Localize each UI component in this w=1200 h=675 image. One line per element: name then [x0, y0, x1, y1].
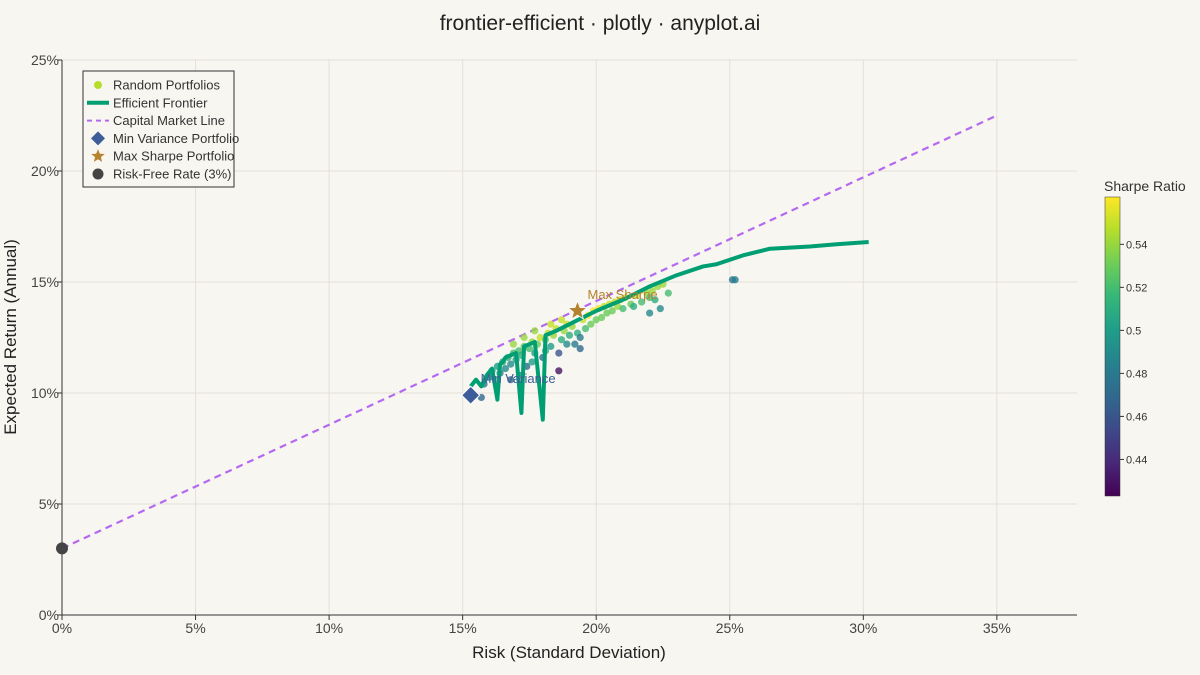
capital-market-line: [61, 114, 998, 550]
y-tick-label: 0%: [39, 607, 59, 623]
x-tick-label: 25%: [716, 620, 744, 636]
random-portfolio-point: [731, 276, 739, 284]
x-tick-label: 30%: [849, 620, 877, 636]
x-tick-label: 0%: [52, 620, 72, 636]
axes: [61, 60, 1077, 616]
y-tick-label: 15%: [31, 274, 59, 290]
legend-label: Random Portfolios: [113, 78, 220, 93]
legend-label: Risk-Free Rate (3%): [113, 167, 231, 182]
y-tick-label: 20%: [31, 163, 59, 179]
random-portfolio-point: [557, 316, 566, 324]
x-tick-label: 20%: [582, 620, 610, 636]
random-portfolio-point: [630, 302, 638, 311]
efficient-frontier-line: [469, 240, 869, 422]
legend: Random Portfolios Efficient Frontier Capit…: [82, 70, 239, 188]
colorbar-gradient: [1104, 196, 1121, 497]
random-portfolio-point: [581, 325, 590, 333]
legend-label: Capital Market Line: [113, 113, 225, 128]
random-portfolio-point: [597, 313, 606, 322]
y-ticks: 0% 5% 10% 15% 20% 25%: [31, 52, 62, 623]
colorbar: Sharpe Ratio 0.44 0.46 0.48 0.5 0.52 0.54: [1104, 178, 1186, 497]
x-tick-label: 5%: [185, 620, 205, 636]
random-portfolio-point: [520, 333, 528, 342]
y-axis-label: Expected Return (Annual): [1, 239, 20, 435]
legend-label: Max Sharpe Portfolio: [113, 149, 234, 164]
x-axis-label: Risk (Standard Deviation): [472, 643, 666, 662]
random-portfolio-point: [608, 307, 616, 315]
random-portfolio-point: [571, 340, 579, 348]
random-portfolio-point: [576, 345, 584, 353]
colorbar-tick-label: 0.48: [1126, 368, 1147, 380]
legend-symbol-minvar: [91, 131, 105, 146]
random-portfolio-point: [563, 340, 571, 348]
legend-box: [82, 70, 235, 188]
max-sharpe-marker: [566, 299, 589, 320]
y-tick-label: 5%: [39, 496, 59, 512]
colorbar-tick-label: 0.54: [1126, 239, 1147, 251]
random-portfolio-point: [501, 364, 509, 373]
x-tick-label: 35%: [983, 620, 1011, 636]
random-portfolio-point: [651, 296, 659, 304]
min-variance-annotation: Min Variance: [481, 371, 556, 386]
random-portfolio-point: [587, 320, 595, 328]
legend-symbol-random: [94, 81, 102, 89]
random-portfolio-point: [555, 367, 563, 375]
legend-symbol-maxsharpe: [91, 149, 105, 162]
x-ticks: 0% 5% 10% 15% 20% 25% 30% 35%: [52, 615, 1011, 636]
x-tick-label: 15%: [449, 620, 477, 636]
random-portfolio-point: [656, 305, 664, 313]
colorbar-title: Sharpe Ratio: [1104, 178, 1186, 194]
random-portfolio-point: [507, 360, 515, 368]
random-portfolio-point: [619, 305, 627, 313]
random-portfolio-point: [557, 336, 566, 344]
random-portfolio-point: [638, 298, 646, 306]
legend-symbol-riskfree: [92, 168, 104, 180]
chart-title: frontier-efficient · plotly · anyplot.ai: [440, 12, 761, 35]
random-portfolio-point: [507, 376, 515, 384]
plot-area: Min Variance Max Sharpe: [56, 114, 998, 555]
x-tick-label: 10%: [315, 620, 343, 636]
colorbar-tick-label: 0.44: [1126, 454, 1147, 466]
random-portfolio-point: [531, 327, 539, 335]
legend-label: Efficient Frontier: [113, 95, 208, 110]
random-portfolio-point: [576, 333, 584, 342]
random-portfolio-point: [555, 349, 563, 357]
colorbar-tick-label: 0.52: [1126, 282, 1147, 294]
random-portfolio-point: [547, 342, 555, 350]
random-portfolio-point: [509, 340, 518, 348]
min-variance-marker: [460, 385, 481, 405]
random-portfolio-point: [646, 309, 654, 317]
colorbar-tick-label: 0.46: [1126, 411, 1147, 423]
y-tick-label: 25%: [31, 52, 59, 68]
random-portfolio-point: [547, 320, 555, 328]
legend-label: Min Variance Portfolio: [113, 131, 239, 146]
random-portfolio-point: [664, 289, 672, 297]
random-portfolio-point: [648, 287, 656, 295]
max-sharpe-annotation: Max Sharpe: [588, 287, 658, 302]
random-portfolio-point: [528, 358, 536, 366]
y-tick-label: 10%: [31, 385, 59, 401]
risk-free-point: [56, 542, 68, 555]
colorbar-tick-label: 0.5: [1126, 325, 1141, 337]
random-portfolio-point: [565, 331, 574, 339]
